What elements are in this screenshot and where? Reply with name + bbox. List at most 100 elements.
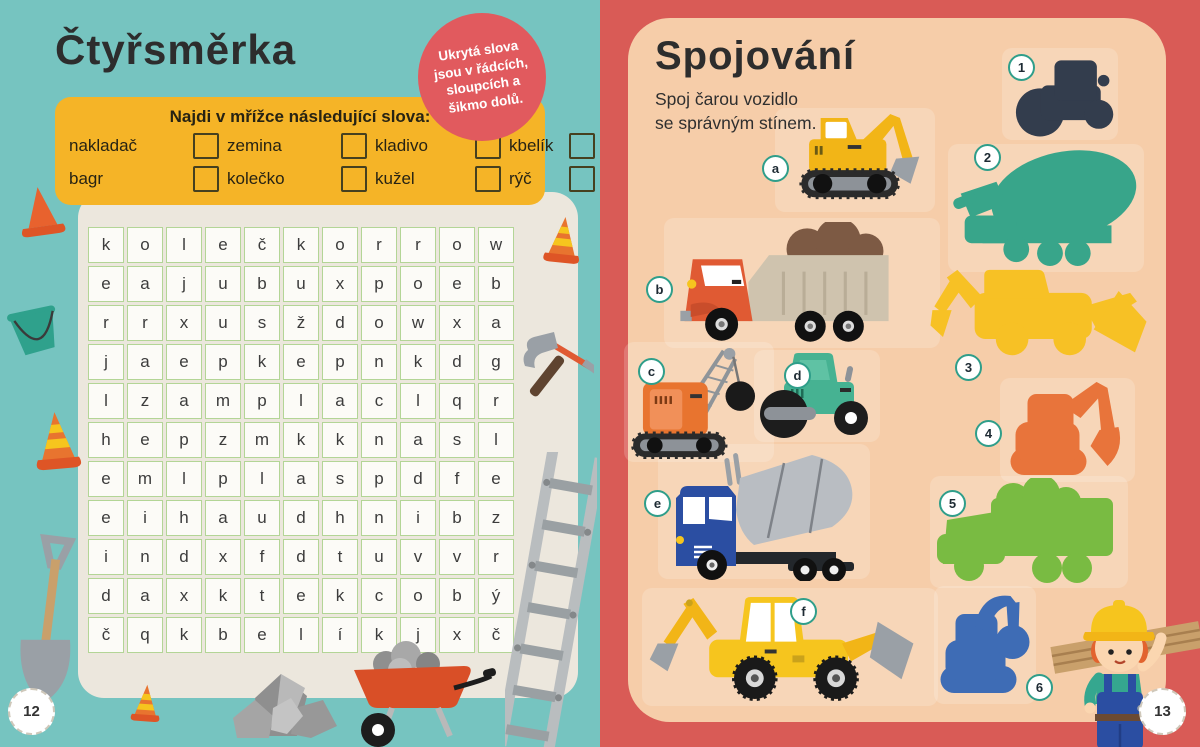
grid-cell[interactable]: h xyxy=(88,422,124,458)
grid-cell[interactable]: a xyxy=(478,305,514,341)
word-checkbox[interactable] xyxy=(569,166,595,192)
grid-cell[interactable]: a xyxy=(205,500,241,536)
grid-cell[interactable]: r xyxy=(478,383,514,419)
grid-cell[interactable]: v xyxy=(439,539,475,575)
grid-cell[interactable]: z xyxy=(205,422,241,458)
grid-cell[interactable]: ž xyxy=(283,305,319,341)
grid-cell[interactable]: g xyxy=(478,344,514,380)
grid-cell[interactable]: s xyxy=(322,461,358,497)
grid-cell[interactable]: m xyxy=(244,422,280,458)
grid-cell[interactable]: n xyxy=(127,539,163,575)
vehicle-crane[interactable] xyxy=(628,345,768,461)
grid-cell[interactable]: m xyxy=(127,461,163,497)
grid-cell[interactable]: e xyxy=(478,461,514,497)
shadow-dump-truck[interactable] xyxy=(932,478,1124,586)
vehicle-road-roller[interactable] xyxy=(758,352,878,442)
grid-cell[interactable]: k xyxy=(205,578,241,614)
grid-cell[interactable]: l xyxy=(283,383,319,419)
shadow-excavator[interactable] xyxy=(1004,380,1130,480)
word-checkbox[interactable] xyxy=(341,166,367,192)
grid-cell[interactable]: i xyxy=(88,539,124,575)
grid-cell[interactable]: b xyxy=(205,617,241,653)
grid-cell[interactable]: e xyxy=(205,227,241,263)
grid-cell[interactable]: a xyxy=(322,383,358,419)
grid-cell[interactable]: p xyxy=(166,422,202,458)
grid-cell[interactable]: w xyxy=(478,227,514,263)
grid-cell[interactable]: d xyxy=(166,539,202,575)
grid-cell[interactable]: n xyxy=(361,422,397,458)
grid-cell[interactable]: c xyxy=(361,578,397,614)
grid-cell[interactable]: f xyxy=(439,461,475,497)
grid-cell[interactable]: n xyxy=(361,344,397,380)
grid-cell[interactable]: e xyxy=(88,266,124,302)
grid-cell[interactable]: x xyxy=(439,617,475,653)
grid-cell[interactable]: r xyxy=(400,227,436,263)
grid-cell[interactable]: p xyxy=(361,266,397,302)
grid-cell[interactable]: s xyxy=(439,422,475,458)
grid-cell[interactable]: x xyxy=(439,305,475,341)
grid-cell[interactable]: í xyxy=(322,617,358,653)
grid-cell[interactable]: d xyxy=(439,344,475,380)
word-checkbox[interactable] xyxy=(193,166,219,192)
grid-cell[interactable]: h xyxy=(166,500,202,536)
grid-cell[interactable]: k xyxy=(88,227,124,263)
grid-cell[interactable]: l xyxy=(478,422,514,458)
grid-cell[interactable]: u xyxy=(361,539,397,575)
shadow-backhoe-loader[interactable] xyxy=(926,266,1151,362)
grid-cell[interactable]: o xyxy=(322,227,358,263)
vehicle-backhoe-loader[interactable] xyxy=(645,592,933,706)
grid-cell[interactable]: x xyxy=(166,578,202,614)
grid-cell[interactable]: p xyxy=(244,383,280,419)
grid-cell[interactable]: h xyxy=(322,500,358,536)
grid-cell[interactable]: l xyxy=(166,227,202,263)
grid-cell[interactable]: v xyxy=(400,539,436,575)
grid-cell[interactable]: a xyxy=(400,422,436,458)
vehicle-excavator[interactable] xyxy=(782,110,927,212)
grid-cell[interactable]: e xyxy=(88,461,124,497)
grid-cell[interactable]: a xyxy=(127,344,163,380)
grid-cell[interactable]: p xyxy=(205,461,241,497)
word-checkbox[interactable] xyxy=(193,133,219,159)
grid-cell[interactable]: d xyxy=(400,461,436,497)
grid-cell[interactable]: l xyxy=(88,383,124,419)
grid-cell[interactable]: f xyxy=(244,539,280,575)
grid-cell[interactable]: d xyxy=(322,305,358,341)
word-checkbox[interactable] xyxy=(475,166,501,192)
grid-cell[interactable]: k xyxy=(166,617,202,653)
grid-cell[interactable]: z xyxy=(478,500,514,536)
grid-cell[interactable]: p xyxy=(361,461,397,497)
shadow-cement-mixer[interactable] xyxy=(952,146,1142,270)
grid-cell[interactable]: p xyxy=(205,344,241,380)
grid-cell[interactable]: r xyxy=(88,305,124,341)
grid-cell[interactable]: r xyxy=(361,227,397,263)
grid-cell[interactable]: n xyxy=(361,500,397,536)
grid-cell[interactable]: b xyxy=(244,266,280,302)
grid-cell[interactable]: r xyxy=(478,539,514,575)
grid-cell[interactable]: k xyxy=(400,344,436,380)
grid-cell[interactable]: w xyxy=(400,305,436,341)
grid-cell[interactable]: o xyxy=(439,227,475,263)
grid-cell[interactable]: t xyxy=(322,539,358,575)
grid-cell[interactable]: a xyxy=(166,383,202,419)
grid-cell[interactable]: m xyxy=(205,383,241,419)
grid-cell[interactable]: e xyxy=(283,344,319,380)
grid-cell[interactable]: č xyxy=(478,617,514,653)
grid-cell[interactable]: k xyxy=(322,422,358,458)
word-checkbox[interactable] xyxy=(569,133,595,159)
grid-cell[interactable]: x xyxy=(205,539,241,575)
grid-cell[interactable]: q xyxy=(127,617,163,653)
grid-cell[interactable]: k xyxy=(283,422,319,458)
grid-cell[interactable]: u xyxy=(205,266,241,302)
grid-cell[interactable]: k xyxy=(361,617,397,653)
grid-cell[interactable]: e xyxy=(283,578,319,614)
grid-cell[interactable]: e xyxy=(88,500,124,536)
grid-cell[interactable]: e xyxy=(244,617,280,653)
grid-cell[interactable]: j xyxy=(166,266,202,302)
grid-cell[interactable]: u xyxy=(205,305,241,341)
grid-cell[interactable]: o xyxy=(400,266,436,302)
grid-cell[interactable]: z xyxy=(127,383,163,419)
grid-cell[interactable]: a xyxy=(283,461,319,497)
shadow-crane[interactable] xyxy=(938,590,1034,702)
grid-cell[interactable]: l xyxy=(400,383,436,419)
grid-cell[interactable]: k xyxy=(283,227,319,263)
